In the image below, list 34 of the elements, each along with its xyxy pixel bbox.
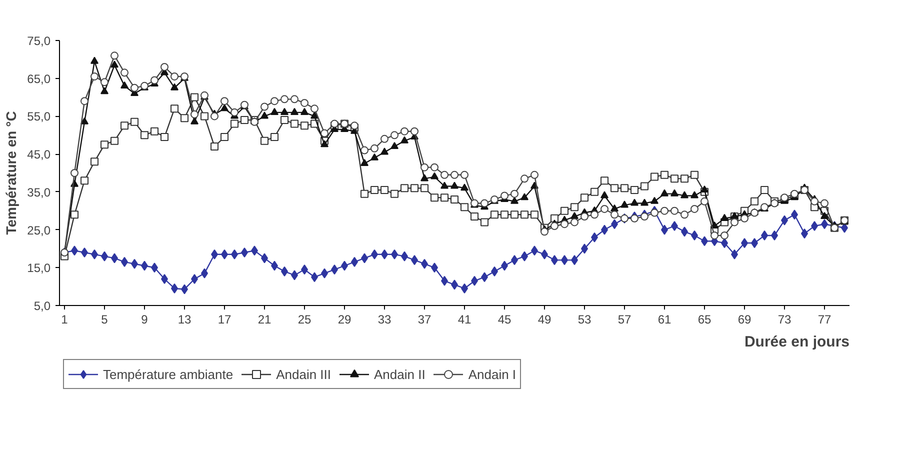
legend-label: Andain III [276, 366, 332, 382]
x-tick-label: 13 [178, 312, 192, 326]
x-tick-label: 25 [298, 312, 312, 326]
x-tick-label: 65 [698, 312, 712, 326]
x-tick-label: 5 [101, 312, 108, 326]
legend-label: Température ambiante [103, 366, 234, 382]
x-tick-label: 29 [338, 312, 352, 326]
x-tick-label: 73 [778, 312, 792, 326]
x-tick-label: 77 [818, 312, 832, 326]
y-tick-label: 75,0 [27, 34, 51, 48]
x-tick-label: 37 [418, 312, 432, 326]
x-tick-label: 49 [538, 312, 552, 326]
y-tick-label: 65,0 [27, 72, 51, 86]
x-tick-label: 1 [61, 312, 68, 326]
x-tick-label: 61 [658, 312, 672, 326]
x-axis-title: Durée en jours [744, 334, 850, 350]
y-tick-label: 45,0 [27, 148, 51, 162]
y-axis-title: Température en °C [3, 111, 20, 235]
x-tick-label: 21 [258, 312, 272, 326]
legend-label: Andain I [468, 366, 516, 382]
y-tick-label: 25,0 [27, 223, 51, 238]
y-tick-label: 5,0 [34, 299, 51, 313]
y-tick-label: 35,0 [27, 185, 51, 200]
x-tick-label: 17 [218, 312, 232, 326]
x-tick-label: 33 [378, 312, 392, 326]
x-tick-label: 53 [578, 312, 592, 326]
legend-label: Andain II [374, 366, 426, 382]
x-tick-label: 69 [738, 312, 752, 326]
x-tick-label: 45 [498, 312, 512, 326]
y-tick-label: 15,0 [27, 261, 51, 276]
x-tick-label: 9 [141, 312, 148, 326]
x-tick-label: 57 [618, 312, 632, 326]
y-tick-label: 55,0 [27, 110, 51, 124]
x-tick-label: 41 [458, 312, 472, 326]
